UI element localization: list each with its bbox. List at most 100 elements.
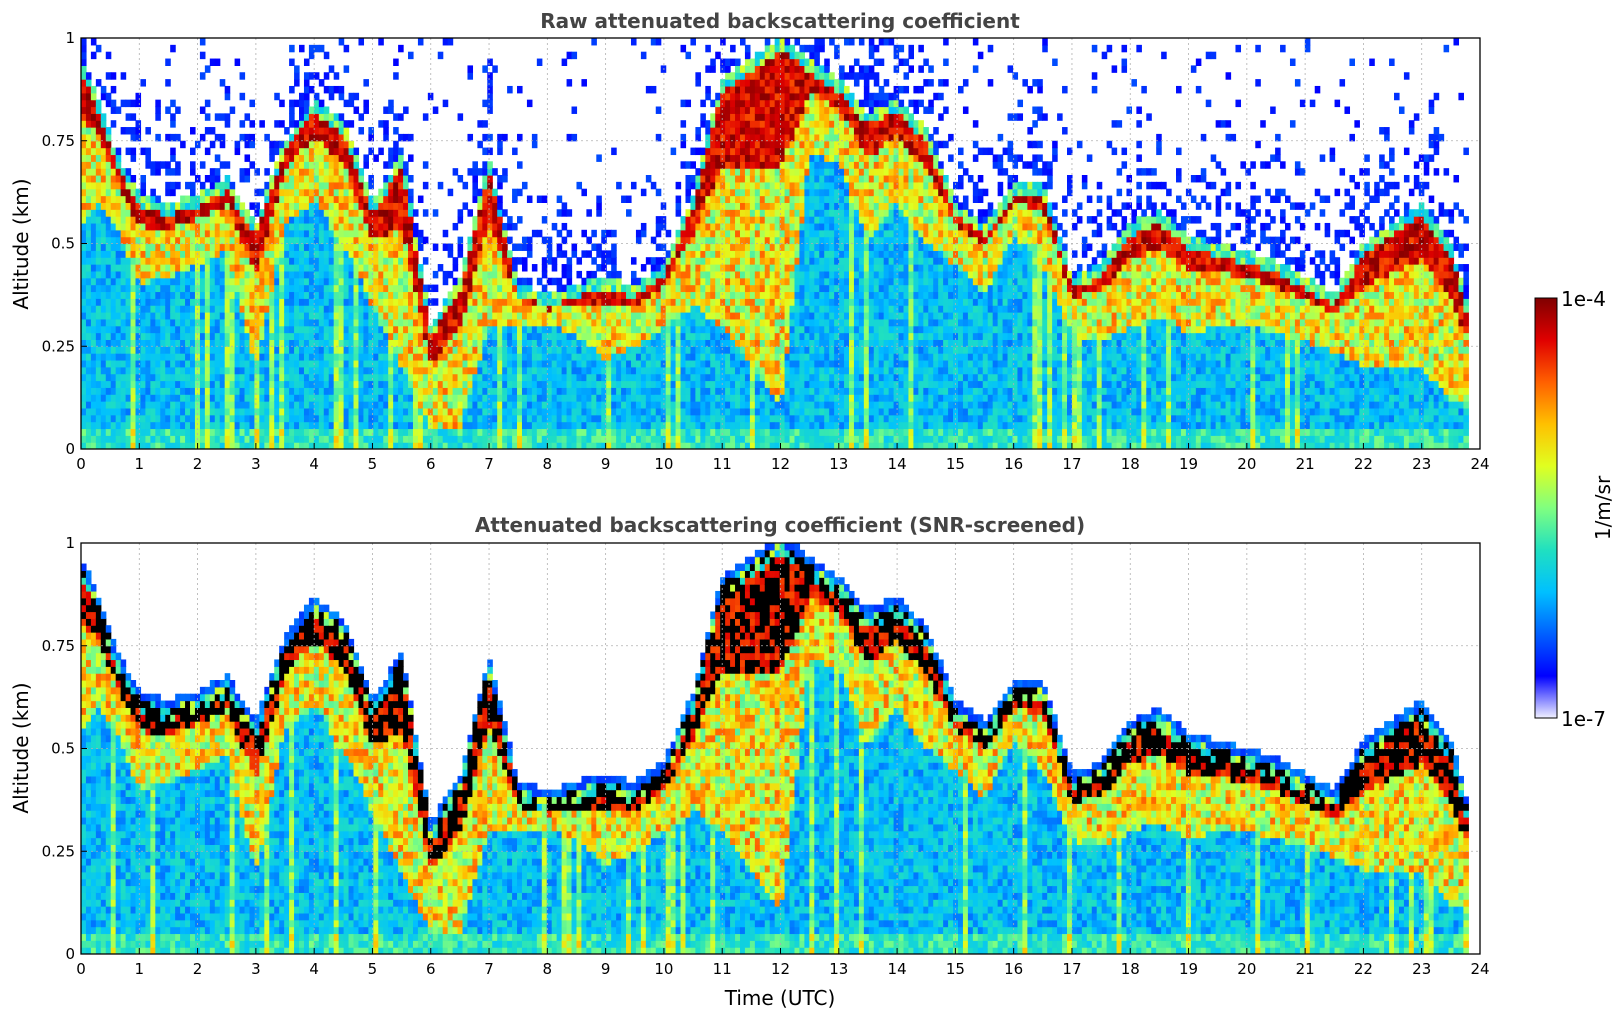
heatmap-cell — [650, 366, 657, 375]
heatmap-cell — [383, 428, 389, 436]
heatmap-cell — [100, 175, 107, 183]
heatmap-cell — [85, 325, 92, 334]
heatmap-cell — [279, 312, 285, 320]
heatmap-cell — [279, 305, 285, 313]
heatmap-cell — [130, 257, 137, 265]
heatmap-cell — [145, 325, 151, 334]
heatmap-cell — [234, 312, 241, 320]
heatmap-cell — [190, 209, 196, 217]
heatmap-cell — [700, 264, 706, 272]
heatmap-cell — [125, 222, 132, 231]
heatmap-cell — [170, 229, 176, 238]
heatmap-cell — [432, 373, 439, 382]
heatmap-cell — [274, 229, 280, 238]
heatmap-cell — [393, 339, 399, 347]
heatmap-cell — [294, 270, 300, 279]
heatmap-cell — [81, 277, 87, 286]
heatmap-cell — [383, 250, 389, 258]
heatmap-cell — [561, 58, 568, 66]
heatmap-cell — [170, 284, 176, 293]
heatmap-cell — [635, 442, 642, 449]
heatmap-cell — [199, 414, 206, 423]
heatmap-cell — [150, 394, 156, 402]
heatmap-cell — [581, 188, 587, 197]
heatmap-cell — [665, 387, 672, 395]
heatmap-cell — [660, 284, 667, 293]
heatmap-cell — [125, 401, 132, 409]
heatmap-cell — [308, 332, 315, 340]
heatmap-cell — [299, 99, 305, 108]
heatmap-cell — [100, 366, 107, 375]
heatmap-cell — [422, 236, 429, 245]
heatmap-cell — [254, 421, 260, 430]
heatmap-cell — [333, 243, 340, 251]
heatmap-cell — [155, 318, 161, 327]
heatmap-cell — [482, 332, 488, 340]
heatmap-cell — [403, 264, 409, 272]
heatmap-cell — [95, 380, 102, 388]
heatmap-cell — [333, 127, 340, 135]
heatmap-cell — [596, 339, 602, 347]
heatmap-cell — [675, 373, 682, 382]
heatmap-cell — [601, 312, 607, 320]
heatmap-cell — [90, 154, 97, 162]
heatmap-cell — [472, 373, 478, 382]
heatmap-cell — [363, 332, 369, 340]
heatmap-cell — [214, 332, 221, 340]
heatmap-cell — [254, 277, 260, 286]
heatmap-cell — [229, 250, 236, 258]
heatmap-cell — [531, 229, 538, 238]
heatmap-cell — [279, 277, 285, 286]
heatmap-cell — [695, 394, 701, 402]
heatmap-cell — [368, 407, 374, 416]
heatmap-cell — [274, 92, 280, 101]
heatmap-cell — [477, 270, 483, 279]
heatmap-cell — [596, 435, 602, 443]
heatmap-cell — [100, 85, 107, 94]
heatmap-cell — [100, 332, 107, 340]
heatmap-cell — [611, 380, 617, 388]
heatmap-cell — [348, 236, 355, 245]
heatmap-cell — [259, 209, 265, 217]
heatmap-cell — [403, 161, 409, 169]
heatmap-cell — [259, 421, 265, 430]
heatmap-cell — [378, 195, 384, 203]
heatmap-cell — [685, 353, 692, 361]
heatmap-cell — [502, 298, 508, 306]
heatmap-cell — [95, 298, 102, 306]
heatmap-cell — [348, 168, 355, 176]
heatmap-cell — [244, 284, 251, 293]
heatmap-cell — [571, 284, 578, 293]
heatmap-cell — [487, 442, 493, 449]
heatmap-cell — [160, 277, 166, 286]
heatmap-cell — [328, 65, 335, 73]
heatmap-cell — [289, 58, 295, 66]
heatmap-cell — [393, 257, 399, 265]
heatmap-cell — [308, 161, 315, 169]
heatmap-cell — [140, 380, 147, 388]
heatmap-cell — [338, 38, 345, 46]
heatmap-cell — [695, 229, 701, 238]
heatmap-cell — [655, 373, 662, 382]
heatmap-cell — [303, 195, 310, 203]
heatmap-cell — [685, 243, 692, 251]
heatmap-cell — [204, 325, 211, 334]
heatmap-cell — [259, 257, 265, 265]
heatmap-cell — [294, 284, 300, 293]
heatmap-cell — [219, 113, 226, 121]
heatmap-cell — [254, 380, 260, 388]
heatmap-cell — [457, 298, 464, 306]
heatmap-cell — [546, 394, 553, 402]
heatmap-cell — [308, 325, 315, 334]
heatmap-cell — [606, 414, 612, 423]
heatmap-cell — [318, 291, 325, 299]
heatmap-cell — [244, 353, 251, 361]
heatmap-cell — [358, 380, 365, 388]
heatmap-cell — [695, 332, 701, 340]
heatmap-cell — [353, 168, 360, 176]
heatmap-cell — [130, 346, 137, 354]
heatmap-cell — [447, 380, 454, 388]
heatmap-cell — [323, 332, 330, 340]
heatmap-cell — [224, 222, 231, 231]
heatmap-cell — [343, 442, 350, 449]
